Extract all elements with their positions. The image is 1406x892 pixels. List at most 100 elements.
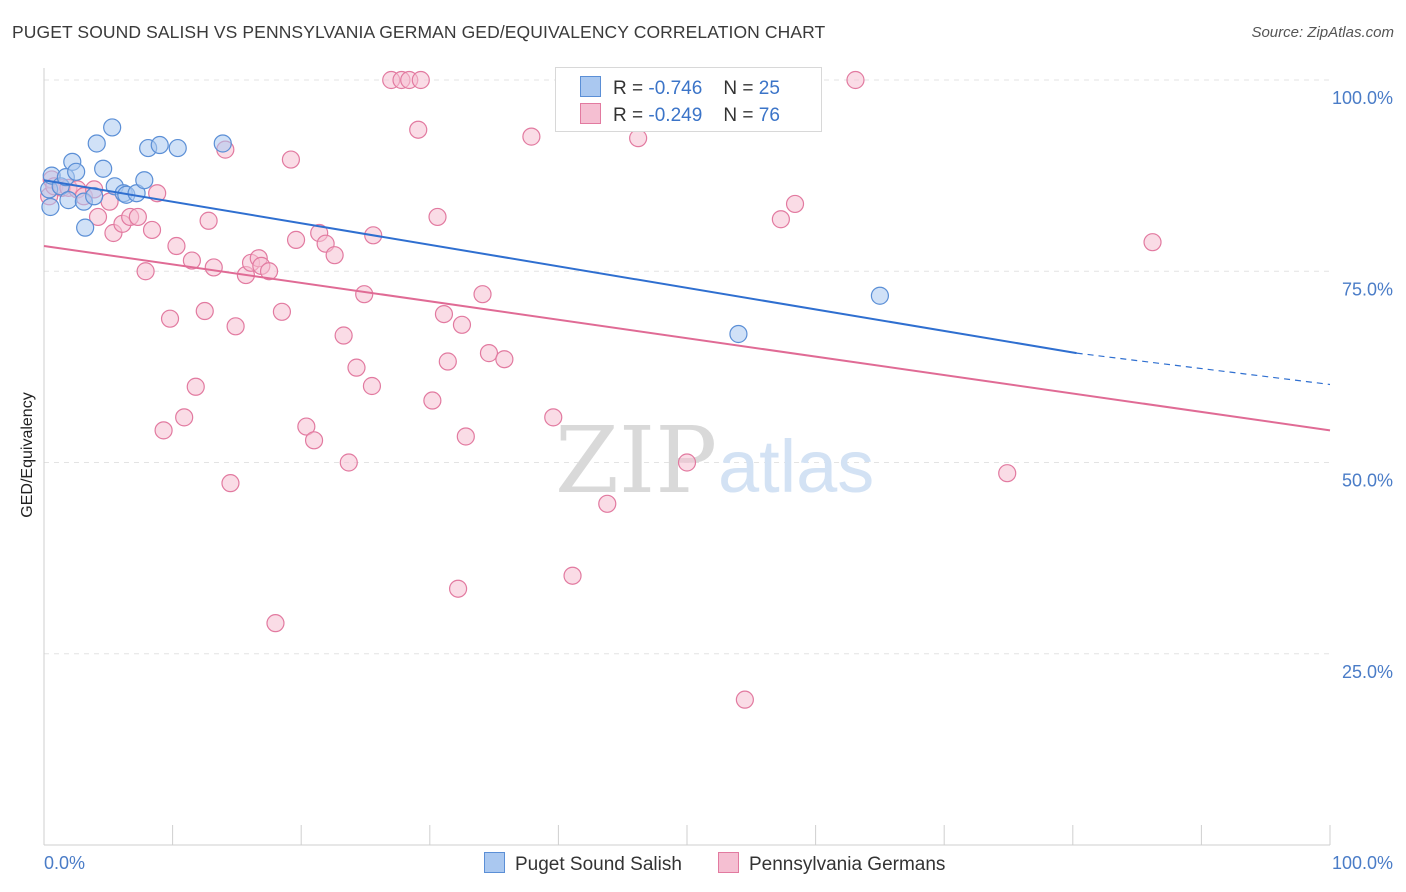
data-point [103,118,122,137]
trend-lines [43,179,1331,432]
data-point [771,210,790,229]
series-legend-label: Pennsylvania Germans [749,854,946,875]
x-ticks [43,825,1331,845]
data-point [199,211,218,230]
series-legend-item-salish: Puget Sound Salish [484,852,682,876]
data-point [846,70,865,90]
grid [44,79,1330,655]
series-legend-item-germans: Pennsylvania Germans [718,852,945,876]
data-point [67,162,86,181]
data-point [339,453,358,472]
data-point [452,315,472,334]
data-point [1143,233,1162,252]
data-point [213,134,232,153]
data-point [495,350,514,369]
data-point [135,171,154,190]
data-point [438,352,457,371]
legend-swatch-blue [580,76,601,97]
data-point [544,408,563,427]
watermark-atlas: atlas [718,425,874,508]
y-tick-label: 75.0% [1342,279,1393,299]
data-point [167,236,186,256]
data-point [870,286,890,305]
data-point [175,408,194,427]
data-point [168,138,187,158]
data-point [195,301,214,321]
series-legend-label: Puget Sound Salish [515,854,682,875]
data-point [136,262,155,281]
chart-source: Source: ZipAtlas.com [1251,24,1394,41]
data-point [629,129,648,148]
data-point [88,207,108,227]
legend-n-value: 25 [758,78,780,99]
data-point [325,246,344,265]
data-point [186,377,205,396]
legend-r-value: -0.746 [648,78,703,99]
legend-n-label: N = [723,78,754,99]
data-point [423,391,442,410]
trend-line-salish [43,179,1077,355]
data-point [729,324,748,344]
data-point [182,251,201,270]
series-legend: Puget Sound Salish Pennsylvania Germans [0,852,1406,878]
data-point [479,344,499,363]
trend-line-salish-extension [1076,352,1331,386]
data-point [281,150,301,169]
data-point [142,220,162,240]
data-point [735,690,754,709]
legend-n-value: 76 [758,105,780,126]
data-point [150,135,169,155]
data-point [41,197,60,217]
data-point [94,159,113,178]
data-point [204,258,223,277]
y-tick-label: 25.0% [1342,662,1393,682]
y-tick-label: 50.0% [1342,471,1393,491]
trend-line-germans [43,245,1331,432]
data-point [76,218,95,237]
x-tick-label-max: 100.0% [1332,853,1393,873]
data-point [297,417,316,436]
data-point [434,304,454,324]
series-puget-sound-salish [40,118,890,344]
data-point [59,191,78,210]
x-tick-label-min: 0.0% [44,853,85,873]
series-pennsylvania-germans [40,70,1162,709]
data-point [409,120,428,139]
data-point [266,614,285,633]
chart-title: PUGET SOUND SALISH VS PENNSYLVANIA GERMA… [12,22,826,42]
data-point [272,302,292,321]
legend-r-value: -0.249 [648,105,703,126]
legend-row-salish: R = -0.746 N = 25 [580,76,780,102]
data-point [428,207,447,227]
data-point [598,494,617,513]
data-point [456,427,475,446]
data-point [785,194,805,214]
data-point [160,309,180,328]
y-tick-label: 100.0% [1332,88,1393,108]
data-point [362,376,382,396]
data-point [304,431,324,450]
correlation-legend: R = -0.746 N = 25 R = -0.249 N = 76 [555,67,822,132]
data-point [334,326,353,345]
legend-r-label: R = [613,105,644,126]
data-point [448,579,468,598]
data-point [998,464,1017,483]
data-point [259,262,279,281]
legend-swatch-pink [580,103,601,124]
data-point [128,207,147,227]
data-point [286,230,306,249]
data-point [355,285,374,304]
data-point [677,453,697,472]
data-point [347,358,366,377]
data-point [221,474,240,493]
data-point [563,566,582,585]
data-point [154,421,173,440]
y-tick-labels: 100.0% 75.0% 50.0% 25.0% [1332,88,1393,682]
data-point [522,127,541,146]
legend-row-germans: R = -0.249 N = 76 [580,103,780,129]
data-point [473,285,492,304]
data-point [87,134,106,153]
data-point [226,317,245,336]
legend-r-label: R = [613,78,644,99]
